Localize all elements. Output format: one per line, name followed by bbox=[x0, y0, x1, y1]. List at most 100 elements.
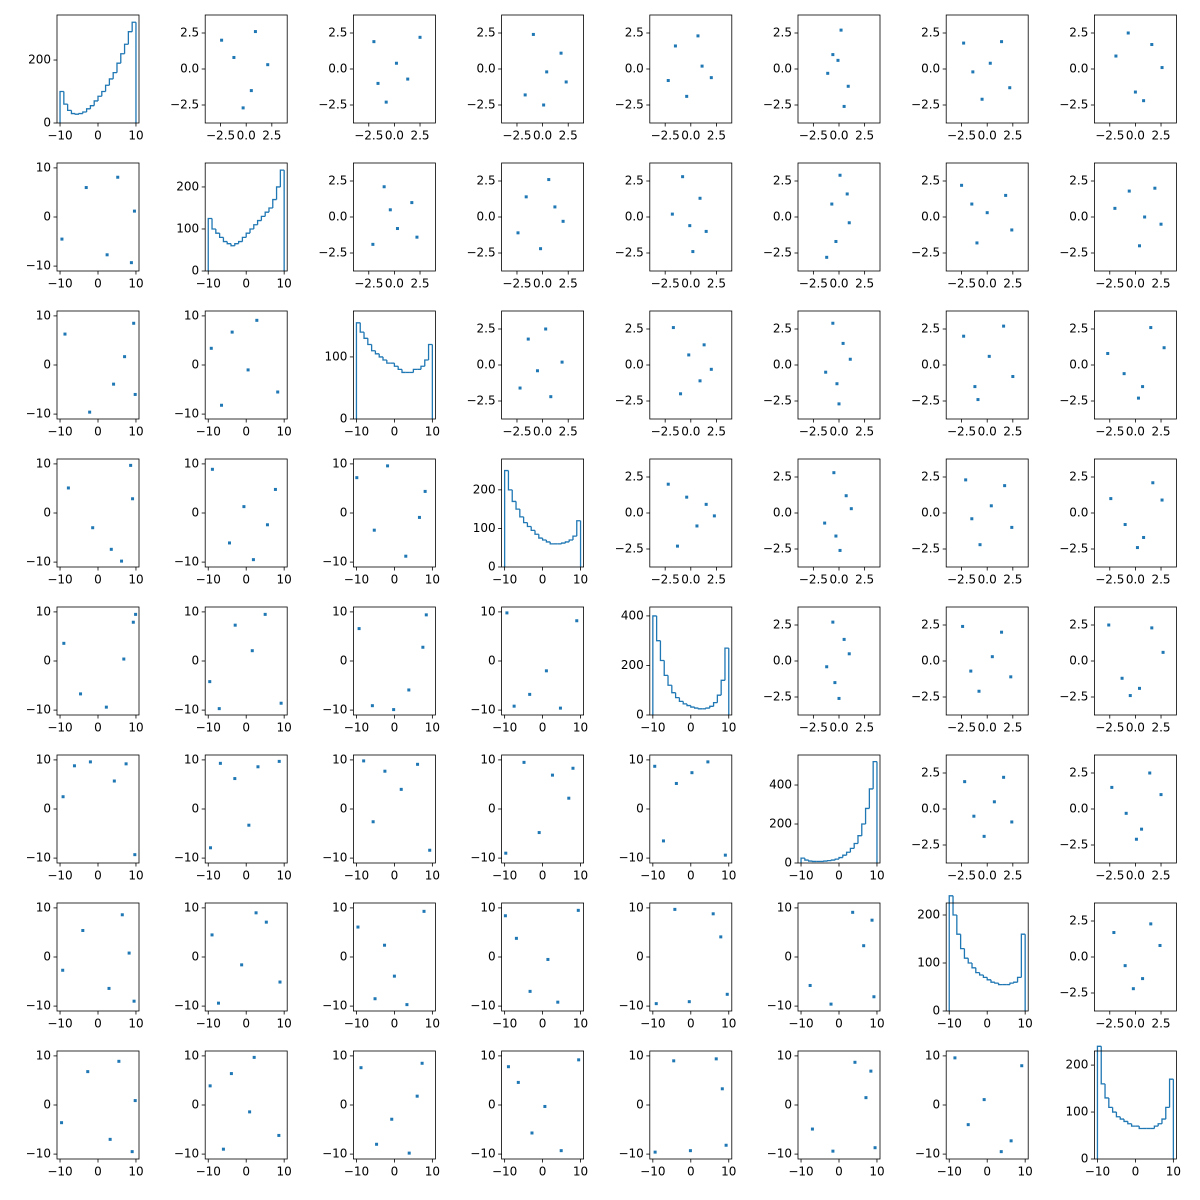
y-tick-label: 10 bbox=[332, 604, 347, 618]
hist-step bbox=[1115, 1112, 1121, 1118]
x-tick-label: −2.5 bbox=[947, 869, 976, 883]
point bbox=[1134, 837, 1138, 841]
x-tick-label: 10 bbox=[128, 573, 143, 587]
point bbox=[395, 227, 399, 231]
point bbox=[132, 999, 136, 1003]
subplot: −10 0 10 −10 0 10 bbox=[174, 900, 292, 1030]
y-tick-label: 0.0 bbox=[921, 62, 940, 76]
y-tick-label: −10 bbox=[26, 1147, 51, 1161]
x-tick-label: 10 bbox=[869, 869, 884, 883]
y-tick-label: 0 bbox=[192, 950, 200, 964]
y-tick-label: 0.0 bbox=[773, 62, 792, 76]
point bbox=[266, 63, 270, 67]
x-tick-label: −10 bbox=[1085, 1165, 1110, 1179]
y-tick-label: 10 bbox=[332, 752, 347, 766]
axes-frame bbox=[945, 162, 1029, 272]
point bbox=[218, 761, 222, 765]
x-tick-label: 0.0 bbox=[829, 573, 848, 587]
y-tick-label: 0 bbox=[192, 1098, 200, 1112]
x-tick-label: −10 bbox=[492, 1165, 517, 1179]
x-tick-label: 10 bbox=[128, 1165, 143, 1179]
x-tick-label: 10 bbox=[128, 869, 143, 883]
point bbox=[251, 558, 255, 562]
point bbox=[66, 486, 70, 490]
point bbox=[972, 814, 976, 818]
point bbox=[961, 624, 965, 628]
y-tick-label: 0 bbox=[488, 802, 496, 816]
point bbox=[422, 909, 426, 913]
y-tick-label: 10 bbox=[480, 900, 495, 914]
point bbox=[504, 851, 508, 855]
x-tick-label: 0 bbox=[391, 425, 399, 439]
x-tick-label: 10 bbox=[573, 869, 588, 883]
y-tick-label: 2.5 bbox=[625, 174, 644, 188]
y-tick-label: −10 bbox=[26, 703, 51, 717]
x-tick-label: −2.5 bbox=[354, 129, 383, 143]
axes-frame bbox=[945, 458, 1029, 568]
point bbox=[1142, 99, 1146, 103]
point bbox=[826, 71, 830, 75]
x-tick-label: −2.5 bbox=[1095, 573, 1124, 587]
point bbox=[1009, 675, 1013, 679]
point bbox=[712, 514, 716, 518]
y-tick-label: 400 bbox=[621, 608, 644, 622]
x-tick-label: 10 bbox=[573, 721, 588, 735]
hist-step bbox=[230, 243, 235, 247]
point bbox=[79, 692, 83, 696]
hist-step bbox=[256, 219, 262, 225]
point bbox=[1002, 775, 1006, 779]
x-tick-label: −2.5 bbox=[799, 277, 828, 291]
point bbox=[415, 1094, 419, 1098]
y-tick-label: 2.5 bbox=[625, 470, 644, 484]
x-tick-label: 0.0 bbox=[237, 129, 256, 143]
x-tick-label: 0.0 bbox=[829, 425, 848, 439]
point bbox=[845, 192, 849, 196]
point bbox=[571, 766, 575, 770]
point bbox=[823, 521, 827, 525]
point bbox=[256, 765, 260, 769]
x-tick-label: −2.5 bbox=[947, 277, 976, 291]
hist-step bbox=[218, 233, 224, 239]
y-tick-label: 2.5 bbox=[180, 26, 199, 40]
hist-step bbox=[572, 535, 577, 540]
subplot: −2.5 0.0 2.5−2.50.02.5 bbox=[763, 162, 881, 291]
subplot: −10 0 10 −10 0 10 bbox=[26, 604, 144, 734]
y-tick-label: −10 bbox=[767, 1147, 792, 1161]
hist-step bbox=[70, 110, 76, 115]
hist-step bbox=[222, 237, 228, 243]
point bbox=[506, 1065, 510, 1069]
hist-step bbox=[515, 501, 520, 510]
x-tick-label: 0 bbox=[687, 869, 695, 883]
x-tick-label: 0 bbox=[687, 1165, 695, 1179]
y-tick-label: 0.0 bbox=[1069, 950, 1088, 964]
y-tick-label: −10 bbox=[322, 999, 347, 1013]
point bbox=[980, 97, 984, 101]
x-tick-label: 10 bbox=[1018, 1017, 1033, 1031]
point bbox=[421, 645, 425, 649]
point bbox=[108, 1137, 112, 1141]
point bbox=[1159, 222, 1163, 226]
point bbox=[386, 464, 390, 468]
x-tick-label: 0.0 bbox=[533, 277, 552, 291]
y-tick-label: 0.0 bbox=[477, 210, 496, 224]
subplot: −10 0 10 −10 0 10 bbox=[322, 604, 440, 734]
axes-frame bbox=[649, 310, 733, 420]
point bbox=[60, 1121, 64, 1125]
y-tick-label: 2.5 bbox=[773, 618, 792, 632]
point bbox=[846, 84, 850, 88]
x-tick-label: 0.0 bbox=[385, 129, 404, 143]
point bbox=[990, 655, 994, 659]
point bbox=[1009, 1139, 1013, 1143]
x-tick-label: −2.5 bbox=[354, 277, 383, 291]
point bbox=[564, 80, 568, 84]
point bbox=[415, 235, 419, 239]
y-tick-label: 2.5 bbox=[921, 174, 940, 188]
hist-step bbox=[549, 541, 554, 545]
y-tick-label: 0 bbox=[636, 708, 644, 722]
y-tick-label: 2.5 bbox=[1069, 914, 1088, 928]
y-tick-label: −10 bbox=[767, 999, 792, 1013]
point bbox=[130, 1150, 134, 1154]
x-tick-label: 10 bbox=[128, 277, 143, 291]
point bbox=[989, 504, 993, 508]
hist-step bbox=[507, 470, 513, 491]
